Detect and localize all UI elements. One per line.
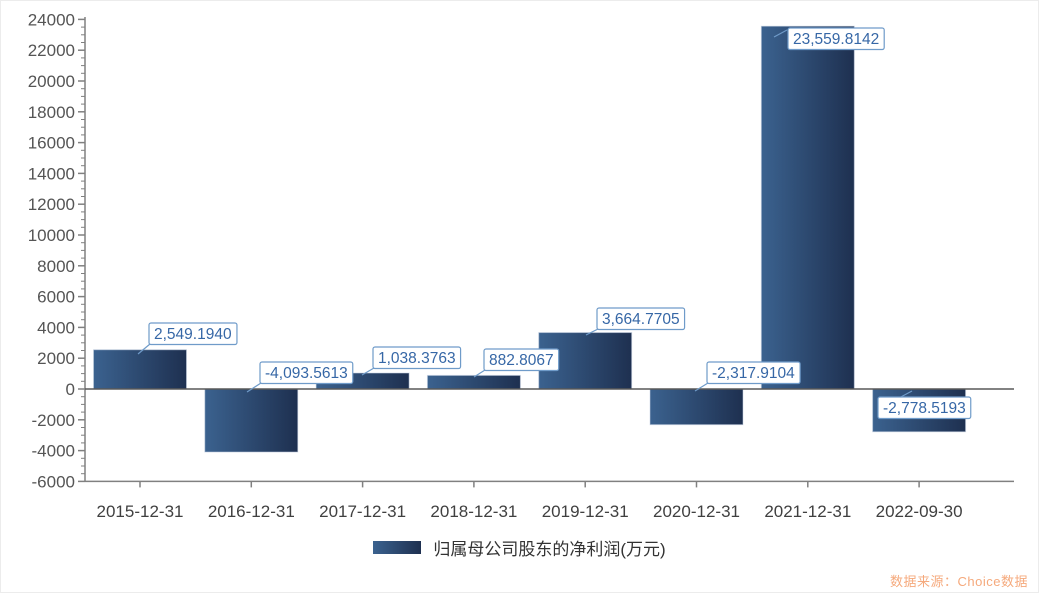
value-label-box [148,322,238,346]
y-axis-tick-label: 22000 [28,41,75,60]
value-label-text[interactable]: -4,093.5613 [265,365,348,382]
value-label-text[interactable]: 23,559.8142 [793,31,879,48]
x-axis-tick-label: 2021-12-31 [764,502,851,521]
y-axis-tick-label: 10000 [28,226,75,245]
x-axis-tick-label: 2018-12-31 [430,502,517,521]
value-label-leader [246,382,262,393]
value-label-box [877,396,972,420]
y-axis-tick-label: 0 [66,380,75,399]
y-axis-tick-label: 2000 [37,349,75,368]
y-axis-tick-label: 20000 [28,72,75,91]
value-label-box [596,307,686,331]
legend-item[interactable]: 归属母公司股东的净利润(万元) [1,535,1038,560]
y-axis-tick-label: 12000 [28,195,75,214]
y-axis-tick-label: 6000 [37,288,75,307]
value-label-leader [361,367,375,376]
y-axis-tick-label: -6000 [32,472,75,491]
value-label-text[interactable]: -2,317.9104 [712,365,795,382]
value-label-leader [773,29,788,38]
bar-2021-12-31[interactable] [760,25,855,390]
value-label-box [706,361,801,385]
y-axis-tick-label: -2000 [32,411,75,430]
value-label-text[interactable]: 3,664.7705 [602,311,680,328]
y-axis-tick-label: 14000 [28,164,75,183]
value-label-box [259,361,354,385]
x-axis-tick-label: 2022-09-30 [876,502,963,521]
x-axis-tick-label: 2016-12-31 [208,502,295,521]
bar-2015-12-31[interactable] [93,349,187,390]
bar-2020-12-31[interactable] [649,388,744,426]
x-axis-tick-label: 2019-12-31 [542,502,629,521]
bar-2018-12-31[interactable] [426,374,521,390]
legend-swatch [373,541,422,554]
y-axis-tick-label: -4000 [32,442,75,461]
value-label-box [787,27,885,51]
y-axis-tick-label: 18000 [28,103,75,122]
value-label-box [372,346,462,370]
x-axis-tick-label: 2020-12-31 [653,502,740,521]
legend-label: 归属母公司股东的净利润(万元) [433,540,666,559]
value-label-box [483,348,560,372]
y-axis-tick-label: 16000 [28,134,75,153]
value-label-leader [585,328,599,336]
value-label-leader [137,343,151,355]
value-label-text[interactable]: 882.8067 [489,352,554,369]
value-label-text[interactable]: 2,549.1940 [154,326,232,343]
value-label-text[interactable]: 1,038.3763 [378,350,456,367]
value-label-leader [694,382,709,392]
data-source-text: 数据来源：Choice数据 [890,574,1028,589]
value-label-text[interactable]: -2,778.5193 [883,400,966,417]
y-axis-tick-label: 8000 [37,257,75,276]
x-axis-tick-label: 2017-12-31 [319,502,406,521]
y-axis-tick-label: 24000 [28,10,75,29]
x-axis-tick-label: 2015-12-31 [97,502,184,521]
value-label-leader [473,369,486,378]
y-axis-tick-label: 4000 [37,318,75,337]
bar-2016-12-31[interactable] [204,388,299,453]
